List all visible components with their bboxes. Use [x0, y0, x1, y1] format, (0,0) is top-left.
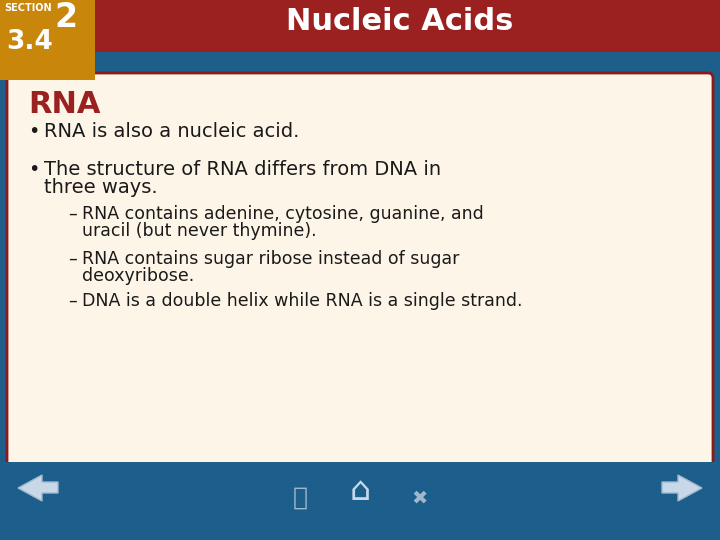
Polygon shape	[662, 475, 702, 501]
FancyBboxPatch shape	[7, 73, 713, 467]
Text: deoxyribose.: deoxyribose.	[82, 267, 194, 285]
Text: The structure of RNA differs from DNA in: The structure of RNA differs from DNA in	[44, 160, 441, 179]
Text: ✖: ✖	[412, 489, 428, 508]
Text: RNA is also a nucleic acid.: RNA is also a nucleic acid.	[44, 122, 300, 141]
FancyBboxPatch shape	[0, 0, 720, 52]
Text: –: –	[68, 250, 77, 268]
Polygon shape	[18, 475, 58, 501]
Text: uracil (but never thymine).: uracil (but never thymine).	[82, 222, 317, 240]
Text: –: –	[68, 292, 77, 310]
Text: RNA contains sugar ribose instead of sugar: RNA contains sugar ribose instead of sug…	[82, 250, 459, 268]
Text: DNA is a double helix while RNA is a single strand.: DNA is a double helix while RNA is a sin…	[82, 292, 523, 310]
Text: Nucleic Acids: Nucleic Acids	[287, 8, 513, 37]
Text: RNA contains adenine, cytosine, guanine, and: RNA contains adenine, cytosine, guanine,…	[82, 205, 484, 223]
FancyBboxPatch shape	[0, 0, 95, 80]
Text: ⌂: ⌂	[349, 474, 371, 507]
Text: 2: 2	[54, 1, 77, 34]
Text: •: •	[28, 122, 40, 141]
Text: 3.4: 3.4	[6, 29, 53, 55]
Text: SECTION: SECTION	[4, 3, 52, 13]
FancyBboxPatch shape	[0, 462, 720, 540]
Text: •: •	[28, 160, 40, 179]
Text: –: –	[68, 205, 77, 223]
Text: three ways.: three ways.	[44, 178, 158, 197]
Text: RNA: RNA	[28, 90, 101, 119]
Text: ⧈: ⧈	[292, 486, 307, 510]
